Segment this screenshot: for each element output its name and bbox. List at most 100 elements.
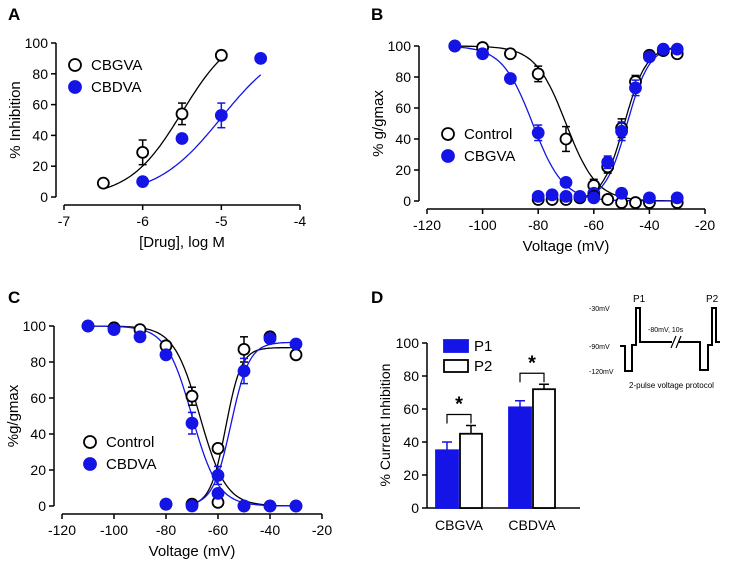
significance-star: * [528,352,536,374]
category-label: CBGVA [435,517,484,533]
significance-star: * [455,394,463,416]
y-tick-label: 60 [403,401,419,417]
data-point [670,42,684,56]
y-tick-label: 100 [388,38,412,54]
y-tick-label: 80 [32,66,48,82]
data-point [448,39,462,53]
y-tick-label: 0 [38,498,46,514]
data-point [175,107,189,121]
y-axis-title: %g/gmax [5,384,22,447]
data-point [237,499,251,513]
data-point [133,330,147,344]
data-point [615,186,628,200]
y-tick-label: 20 [30,462,46,478]
data-point [107,323,121,337]
data-point [629,81,642,95]
protocol-caption: 2-pulse voltage protocol [629,381,714,390]
x-tick-label: -80 [528,217,548,233]
voltage-protocol-inset: P1 P2 -30mV -90mV -120mV -80mV, 10s 2-pu… [589,294,720,390]
data-point [237,364,251,378]
data-point [601,155,615,169]
fit-curve [142,74,262,185]
x-tick-label: -100 [100,522,128,538]
panel-label-c: C [8,288,20,307]
fit-curve [579,46,678,199]
y-tick-label: 60 [30,390,46,406]
panel-label-a: A [8,5,20,24]
data-point [136,145,150,159]
legend-label: Control [464,126,512,143]
data-point [545,188,559,202]
legend-label: P1 [474,338,492,355]
y-tick-label: 40 [403,434,419,450]
data-point [643,50,656,64]
protocol-trace [620,307,720,372]
y-axis-title: % Current Inhibition [377,364,393,487]
data-point [214,108,228,122]
protocol-pulse-label-p2: P2 [706,294,719,305]
y-tick-label: 60 [395,100,411,116]
y-tick-label: 80 [30,354,46,370]
protocol-interval-label: -80mV, 10s [648,327,684,334]
fit-curve [103,58,222,190]
legend-label: Control [106,434,154,451]
data-point [503,47,517,61]
fit-curve [579,47,678,200]
data-point [656,42,670,56]
data-point [185,499,199,513]
data-point [289,499,303,513]
protocol-level-label: -90mV [589,344,610,351]
data-point [601,193,615,206]
x-tick-label: -4 [294,213,307,229]
x-tick-label: -40 [260,522,280,538]
data-point [289,337,303,351]
legend-marker [83,435,97,449]
data-point [237,342,251,356]
legend-marker [441,149,455,163]
y-tick-label: 100 [23,318,47,334]
x-tick-label: -100 [469,217,497,233]
data-point [531,67,545,81]
bar [459,432,483,509]
protocol-pulse-label-p1: P1 [633,294,646,305]
x-tick-label: -20 [695,217,715,233]
legend-swatch [443,359,469,373]
x-axis-title: Voltage (mV) [149,543,236,560]
legend-swatch [443,339,469,353]
data-point [211,441,225,455]
legend-marker [83,457,97,471]
y-tick-label: 80 [403,368,419,384]
panel-c-conductance-voltage: 0 20 40 60 80 100 -120 -100 -80 -60 -40 -20 Voltage … [5,318,332,560]
data-point [254,52,268,65]
bar [435,449,459,509]
bar [508,406,532,509]
x-tick-label: -60 [208,522,228,538]
legend-marker [441,127,455,141]
legend-label: CBGVA [464,148,515,165]
data-point [214,48,228,62]
y-tick-label: 20 [32,158,48,174]
x-tick-label: -40 [639,217,659,233]
x-tick-label: -7 [58,213,71,229]
significance-bracket [519,372,545,383]
panel-label-b: B [371,5,383,24]
x-tick-label: -5 [215,213,228,229]
data-point [185,389,199,403]
legend-marker [68,80,82,94]
y-axis-title: % g/gmax [370,90,387,157]
protocol-break-mark [670,335,682,349]
data-point [629,196,642,209]
panel-b-conductance-voltage: 0 20 40 60 80 100 -120 -100 -80 -60 -40 -20 Voltage … [370,38,715,255]
data-point [559,132,573,146]
category-label: CBDVA [508,517,556,533]
data-point [643,191,656,205]
data-point [263,332,277,346]
y-tick-label: 40 [395,131,411,147]
data-point [670,191,684,205]
y-tick-label: 0 [411,500,419,516]
bar [532,388,556,509]
data-point [503,72,517,85]
data-point [573,189,587,203]
y-tick-label: 60 [32,97,48,113]
